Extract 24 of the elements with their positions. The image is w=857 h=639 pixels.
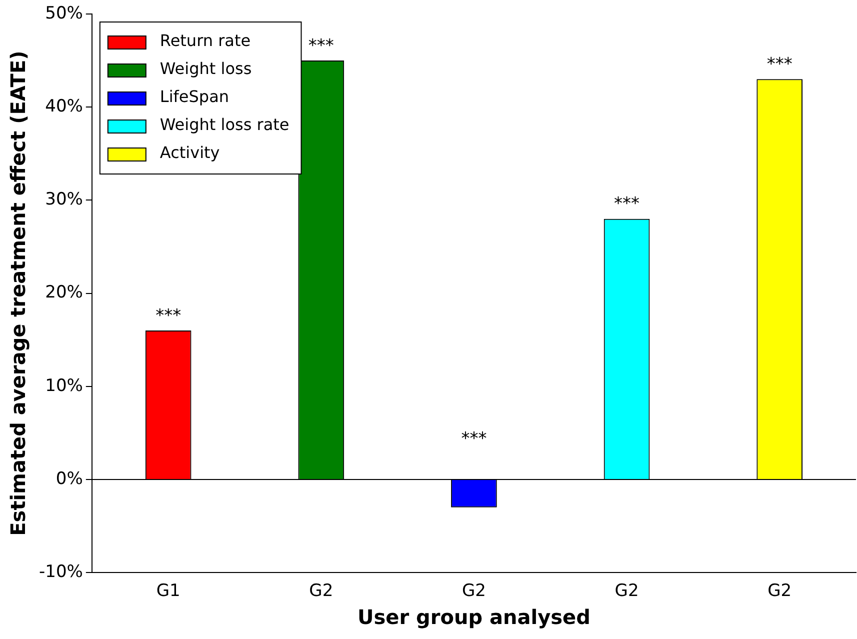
- y-tick-label: 50%: [45, 3, 83, 24]
- y-tick-label: 10%: [45, 376, 83, 396]
- y-axis-title: Estimated average treatment effect (EATE): [6, 50, 30, 536]
- x-tick-label: G1: [156, 581, 180, 602]
- annotation: ***: [614, 194, 640, 214]
- x-tick-label: G2: [768, 581, 792, 602]
- y-tick-label: 30%: [45, 190, 83, 210]
- x-tick-label: G2: [614, 581, 639, 602]
- annotation: ***: [766, 54, 792, 75]
- legend-label: Weight loss rate: [160, 115, 290, 134]
- legend-label: LifeSpan: [160, 87, 230, 106]
- legend-label: Activity: [160, 143, 220, 162]
- y-tick-label: -10%: [39, 562, 83, 582]
- x-axis-title: User group analysed: [358, 605, 590, 630]
- y-tick-label: 40%: [45, 96, 83, 117]
- y-tick-label: 20%: [45, 282, 83, 303]
- annotation: ***: [156, 306, 182, 326]
- x-tick-label: G2: [309, 581, 334, 602]
- annotation: ***: [308, 36, 334, 56]
- y-tick-label: 0%: [56, 468, 83, 489]
- legend-label: Return rate: [160, 31, 251, 50]
- legend-label: Weight loss: [160, 59, 252, 78]
- x-tick-label: G2: [462, 581, 486, 602]
- annotation: ***: [461, 428, 487, 449]
